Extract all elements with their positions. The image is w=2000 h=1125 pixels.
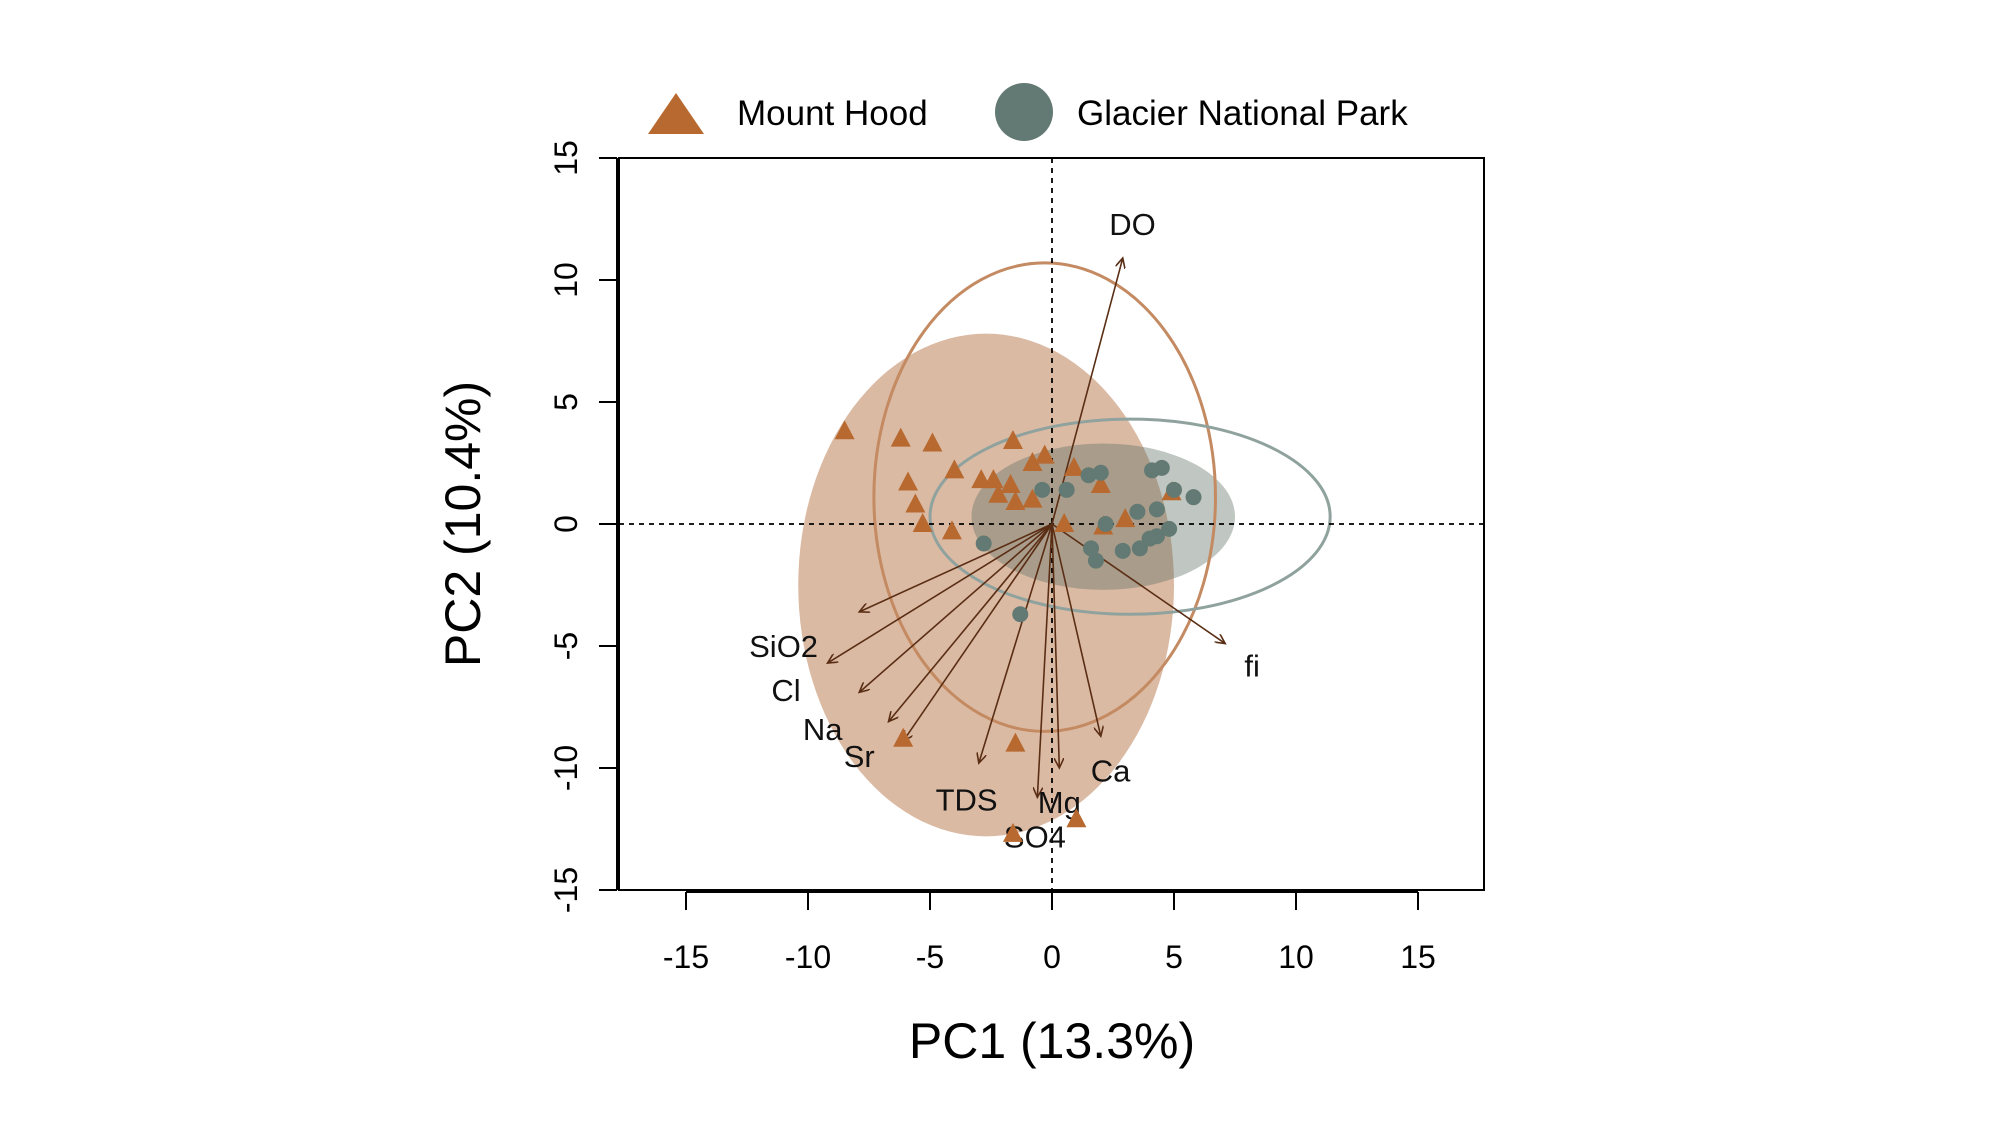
loading-label-cl: Cl	[771, 673, 800, 708]
point-glacier-national-park-2	[1080, 467, 1097, 484]
x-tick-label-1: -10	[785, 939, 831, 975]
point-mount-hood-14	[1022, 488, 1043, 508]
point-mount-hood-19	[1090, 473, 1111, 493]
point-glacier-national-park-14	[1131, 540, 1148, 557]
loading-arrow-ca-10	[1051, 523, 1101, 736]
point-mount-hood-26	[1002, 822, 1023, 842]
point-mount-hood-4	[905, 493, 926, 513]
loading-label-sr: Sr	[844, 739, 875, 774]
point-mount-hood-10	[988, 483, 1009, 503]
legend-label-glacier-national-park: Glacier National Park	[1077, 94, 1408, 133]
legend: Mount Hood Glacier National Park	[648, 83, 1408, 141]
y-tick-label-1: -10	[548, 745, 584, 791]
point-glacier-national-park-0	[1034, 481, 1051, 498]
x-axis: -15 -10 -5 0 5 10 15	[663, 891, 1436, 975]
loading-arrow-do-0	[1051, 258, 1123, 525]
point-mount-hood-13	[1005, 491, 1026, 511]
point-mount-hood-0	[834, 420, 855, 440]
point-mount-hood-1	[890, 427, 911, 447]
point-mount-hood-16	[1034, 444, 1055, 464]
point-glacier-national-park-15	[1114, 542, 1131, 559]
loading-arrow-sio2-2	[828, 523, 1053, 663]
y-tick-label-5: 10	[548, 262, 584, 298]
loading-label-sio2: SiO2	[749, 629, 818, 664]
x-tick-label-2: -5	[916, 939, 944, 975]
point-glacier-national-park-7	[1185, 489, 1202, 506]
y-tick-label-3: 0	[548, 515, 584, 533]
point-glacier-national-park-11	[1161, 520, 1178, 537]
loading-label-do: DO	[1109, 207, 1156, 242]
legend-label-mount-hood: Mount Hood	[737, 94, 928, 133]
point-mount-hood-24	[1005, 732, 1026, 752]
ellipse-outline-glacier-national-park	[928, 417, 1332, 616]
ellipse-layer	[798, 261, 1332, 837]
loading-arrow-sio2-3	[859, 523, 1053, 612]
point-mount-hood-23	[893, 727, 914, 747]
point-glacier-national-park-13	[1141, 530, 1158, 547]
y-axis-label: PC2 (10.4%)	[435, 381, 491, 667]
x-tick-label-3: 0	[1043, 939, 1061, 975]
loading-arrow-tds-7	[979, 523, 1053, 763]
point-mount-hood-11	[1000, 473, 1021, 493]
x-tick-label-6: 15	[1400, 939, 1436, 975]
point-mount-hood-5	[912, 513, 933, 532]
legend-marker-glacier-national-park	[995, 83, 1053, 141]
y-tick-label-0: -15	[548, 867, 584, 913]
loading-arrow-sr-6	[903, 523, 1053, 741]
point-glacier-national-park-5	[1153, 459, 1170, 476]
point-glacier-national-park-18	[975, 535, 992, 552]
point-glacier-national-park-16	[1083, 540, 1100, 557]
point-glacier-national-park-3	[1092, 464, 1109, 481]
loading-arrow-so4-8	[1037, 523, 1053, 797]
point-glacier-national-park-10	[1097, 516, 1114, 532]
point-glacier-national-park-6	[1166, 481, 1182, 498]
y-axis: -15 -10 -5 0 5 10 15	[548, 140, 618, 913]
y-tick-label-6: 15	[548, 140, 584, 176]
loading-arrow-fi-1	[1051, 523, 1225, 644]
loading-arrow-mg-9	[1051, 523, 1059, 768]
point-mount-hood-9	[983, 469, 1004, 489]
point-glacier-national-park-9	[1148, 501, 1165, 518]
point-glacier-national-park-8	[1129, 503, 1146, 520]
point-mount-hood-17	[1054, 513, 1075, 532]
loading-label-ca: Ca	[1091, 753, 1131, 788]
y-tick-label-4: 5	[548, 393, 584, 411]
point-mount-hood-6	[941, 520, 962, 540]
loading-label-fi: fi	[1244, 649, 1260, 684]
point-mount-hood-12	[1002, 430, 1023, 450]
loading-arrow-na-5	[889, 523, 1053, 722]
plot-frame	[618, 157, 1485, 891]
point-mount-hood-25	[1066, 808, 1087, 828]
point-mount-hood-21	[1115, 508, 1136, 528]
point-glacier-national-park-17	[1087, 552, 1104, 569]
point-mount-hood-15	[1022, 452, 1043, 471]
point-mount-hood-2	[922, 432, 943, 452]
loading-label-tds: TDS	[936, 783, 998, 818]
x-axis-label: PC1 (13.3%)	[909, 1013, 1195, 1069]
ellipse-outline-mount-hood	[872, 261, 1217, 733]
scatter-points	[834, 420, 1202, 842]
loading-arrow-cl-4	[859, 523, 1053, 692]
point-glacier-national-park-19	[1012, 606, 1029, 623]
loading-label-na: Na	[803, 712, 843, 747]
point-mount-hood-3	[898, 471, 919, 491]
x-tick-label-0: -15	[663, 939, 709, 975]
x-tick-label-5: 10	[1278, 939, 1314, 975]
y-tick-label-2: -5	[548, 632, 584, 660]
legend-marker-mount-hood	[648, 93, 704, 134]
point-mount-hood-7	[944, 459, 965, 479]
x-tick-label-4: 5	[1165, 939, 1183, 975]
point-mount-hood-18	[1063, 456, 1084, 476]
point-glacier-national-park-1	[1058, 481, 1075, 498]
